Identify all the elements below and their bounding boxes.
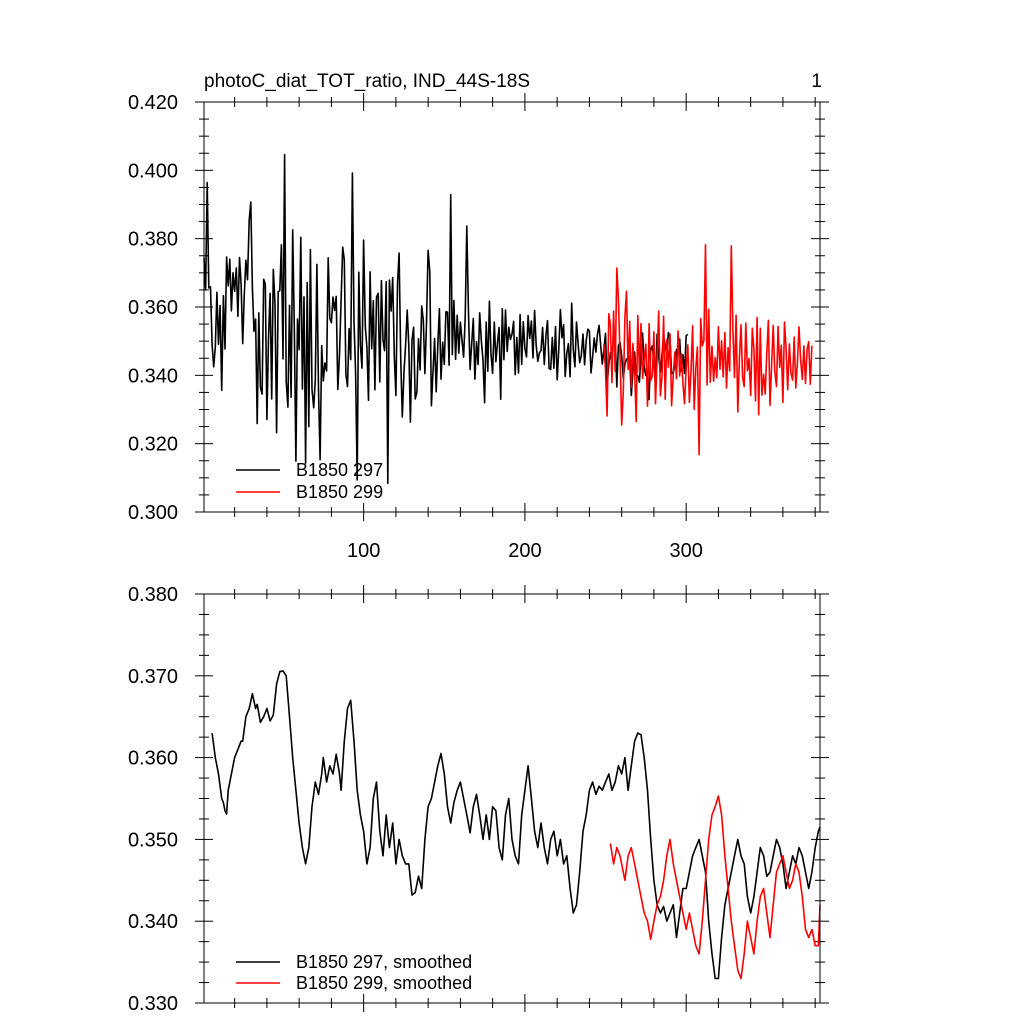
legend-label-1: B1850 297: [296, 460, 383, 480]
y-tick-label: 0.340: [128, 911, 178, 933]
bottom-panel: 0.330 0.340 0.350 0.360 0.370 0.380 B1850 297…: [128, 584, 829, 1015]
top-panel: photoC_diat_TOT_ratio, IND_44S-18S 1 100…: [128, 71, 829, 562]
bottom-series-line-2: [609, 795, 821, 980]
legend-label-2: B1850 299: [296, 482, 383, 502]
bottom-panel-frame: [203, 593, 821, 1004]
y-tick-label: 0.420: [128, 92, 178, 114]
bottom-panel-series: [211, 670, 821, 980]
y-tick-label: 0.380: [128, 584, 178, 606]
y-tick-label: 0.330: [128, 993, 178, 1015]
y-tick-label: 0.360: [128, 748, 178, 770]
top-panel-series: [203, 153, 813, 485]
top-panel-frame: [203, 101, 821, 513]
x-tick-label: 100: [347, 540, 380, 562]
top-panel-ticks: 100 200 300 0.300 0.320 0.340 0.360 0.380 0.400 0…: [128, 92, 829, 562]
chart-title: photoC_diat_TOT_ratio, IND_44S-18S: [204, 71, 530, 92]
top-series-line-2: [603, 244, 813, 456]
y-tick-label: 0.300: [128, 502, 178, 524]
bottom-panel-ticks: 0.330 0.340 0.350 0.360 0.370 0.380: [128, 584, 829, 1015]
y-tick-label: 0.400: [128, 160, 178, 182]
y-tick-label: 0.380: [128, 229, 178, 251]
x-tick-label: 300: [669, 540, 702, 562]
y-tick-label: 0.360: [128, 297, 178, 319]
legend-label-1: B1850 297, smoothed: [296, 952, 472, 972]
bottom-series-line-1: [211, 670, 821, 980]
legend-label-2: B1850 299, smoothed: [296, 973, 472, 993]
y-tick-label: 0.320: [128, 434, 178, 456]
y-tick-label: 0.370: [128, 666, 178, 688]
y-tick-label: 0.350: [128, 829, 178, 851]
y-tick-label: 0.340: [128, 365, 178, 387]
panel-number-label: 1: [811, 71, 822, 92]
x-tick-label: 200: [508, 540, 541, 562]
